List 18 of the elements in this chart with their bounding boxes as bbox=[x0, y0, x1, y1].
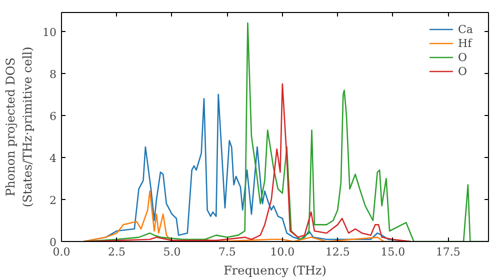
x-tick-label: 15.0 bbox=[380, 246, 406, 258]
legend-label: O bbox=[458, 50, 468, 64]
x-tick-label: 2.5 bbox=[108, 246, 126, 258]
x-tick-label: 10.0 bbox=[270, 246, 295, 258]
x-tick-label: 12.5 bbox=[325, 246, 350, 258]
y-tick-label: 6 bbox=[50, 110, 56, 123]
legend-label: Ca bbox=[458, 22, 474, 36]
x-tick-label: 17.5 bbox=[436, 246, 460, 258]
legend-label: Hf bbox=[458, 36, 474, 50]
x-axis-title: Frequency (THz) bbox=[224, 264, 326, 278]
y-tick-label: 4 bbox=[50, 152, 56, 165]
legend-label: O bbox=[458, 64, 468, 78]
y-tick-label: 8 bbox=[50, 68, 56, 81]
x-tick-label: 5.0 bbox=[163, 246, 181, 258]
x-tick-label: 7.5 bbox=[218, 246, 236, 258]
y-tick-label: 10 bbox=[42, 26, 57, 39]
y-axis-title: Phonon projected DOS (States/THz·primitive cell) bbox=[4, 46, 35, 208]
y-tick-label: 2 bbox=[50, 194, 56, 207]
